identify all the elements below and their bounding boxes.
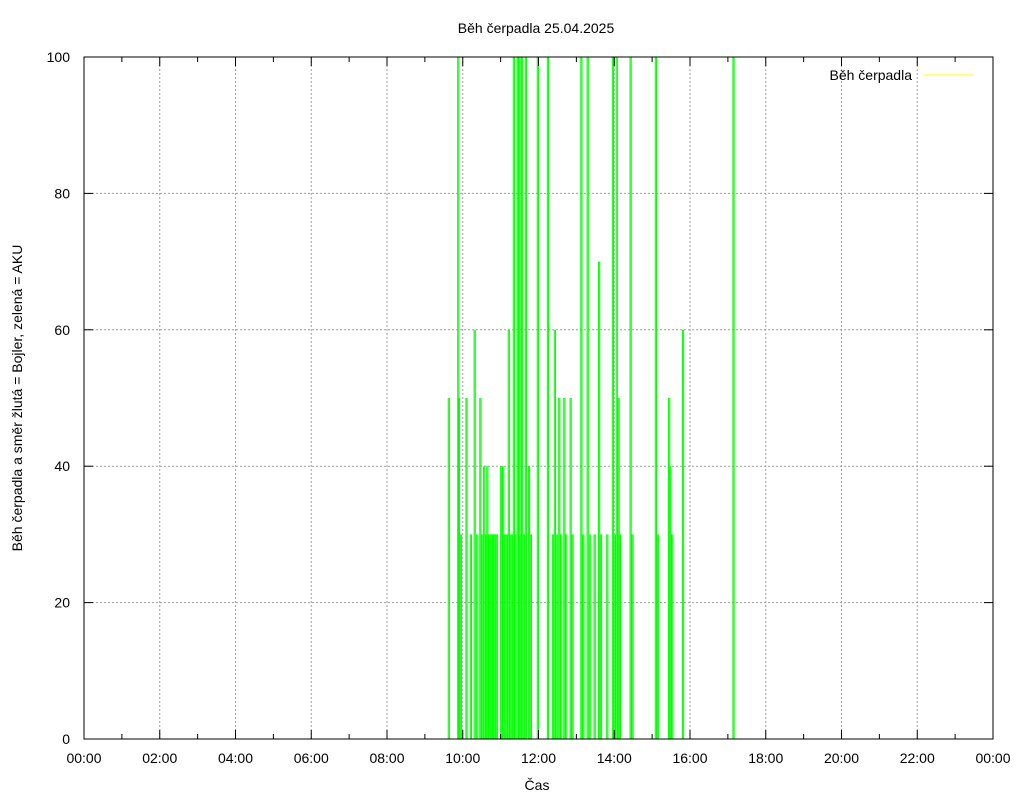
chart-title: Běh čerpadla 25.04.2025 [458,20,615,36]
x-axis-label: Čas [525,777,550,793]
y-tick-label: 20 [54,595,70,611]
x-tick-label: 06:00 [294,750,329,766]
legend-label-pump: Běh čerpadla [829,67,912,83]
y-tick-label: 80 [54,185,70,201]
x-tick-label: 00:00 [66,750,101,766]
y-tick-label: 40 [54,458,70,474]
x-tick-label: 00:00 [975,750,1010,766]
x-tick-label: 20:00 [824,750,859,766]
x-tick-label: 14:00 [597,750,632,766]
y-tick-labels: 0 20 40 60 80 100 [47,49,71,747]
x-tick-label: 12:00 [521,750,556,766]
y-tick-label: 60 [54,322,70,338]
x-tick-labels: 00:00 02:00 04:00 06:00 08:00 10:00 12:00 14:00… [66,750,1010,766]
y-tick-label: 100 [47,49,71,65]
x-tick-label: 22:00 [900,750,935,766]
x-tick-label: 08:00 [369,750,404,766]
x-tick-label: 10:00 [445,750,480,766]
y-tick-label: 0 [62,731,70,747]
x-tick-label: 04:00 [218,750,253,766]
x-tick-label: 18:00 [748,750,783,766]
data-bars [447,57,735,739]
y-axis-label: Běh čerpadla a směr žlutá = Bojler, zele… [9,245,25,552]
legend: Běh čerpadla [829,67,973,83]
x-tick-label: 16:00 [672,750,707,766]
x-tick-label: 02:00 [142,750,177,766]
axis-ticks [83,56,994,740]
